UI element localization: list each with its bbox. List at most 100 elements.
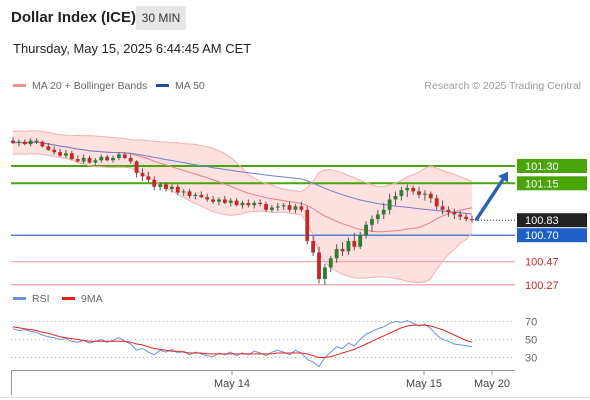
legend-ma50: MA 50 xyxy=(156,80,205,92)
candle xyxy=(370,215,374,232)
candle xyxy=(128,154,133,164)
bollinger-upper-line xyxy=(12,130,473,193)
candle xyxy=(270,205,274,213)
forecast-arrow-shaft xyxy=(474,178,505,222)
legend-9ma-label: 9MA xyxy=(81,293,103,305)
candlestick-series xyxy=(11,137,474,285)
candle xyxy=(399,186,404,201)
research-credit: Research © 2025 Trading Central xyxy=(424,80,581,92)
candle xyxy=(423,190,427,201)
candle xyxy=(440,200,445,215)
candle xyxy=(152,176,157,191)
candle xyxy=(140,168,145,181)
ma50-line xyxy=(12,141,473,215)
candle xyxy=(93,157,98,165)
candle xyxy=(217,197,221,206)
candle xyxy=(81,154,86,164)
candle xyxy=(16,139,21,147)
candle xyxy=(46,142,51,152)
candle xyxy=(328,255,333,273)
candle xyxy=(87,155,92,164)
rsi-level-label-30: 30 xyxy=(525,353,537,365)
ma20-swatch-icon xyxy=(13,83,26,87)
level-label-101-15: 101.15 xyxy=(525,178,559,190)
x-axis: May 14 May 15 May 20 xyxy=(0,370,590,398)
legend-ma50-label: MA 50 xyxy=(175,80,205,92)
last-price-label: 100.83 xyxy=(525,215,559,227)
candle xyxy=(99,154,104,163)
candle xyxy=(181,189,186,196)
candle xyxy=(393,191,398,206)
candle xyxy=(434,194,439,210)
candle xyxy=(228,198,233,207)
candle xyxy=(34,138,39,145)
candle xyxy=(11,137,15,145)
level-label-100-27: 100.27 xyxy=(525,280,559,292)
x-tick-label: May 20 xyxy=(474,378,510,390)
candle xyxy=(299,201,304,213)
candle xyxy=(346,237,351,255)
candle xyxy=(364,221,368,239)
candle xyxy=(381,202,386,220)
ma9-swatch-icon xyxy=(62,296,75,300)
rsi-swatch-icon xyxy=(13,296,26,300)
rsi-level-label-50: 50 xyxy=(525,335,537,347)
forecast-arrow xyxy=(474,171,509,222)
candle xyxy=(387,193,392,215)
price-labels: 100.83 xyxy=(475,213,587,228)
candle xyxy=(470,215,474,223)
candle xyxy=(40,140,45,148)
candle xyxy=(340,242,345,256)
candle xyxy=(193,192,198,200)
candle xyxy=(75,155,80,163)
candle xyxy=(334,244,339,263)
candle xyxy=(134,160,139,178)
candle xyxy=(28,138,33,147)
candle xyxy=(69,151,74,161)
candle xyxy=(428,191,433,203)
candle xyxy=(352,232,357,251)
candle xyxy=(258,199,263,207)
legend-ma20-label: MA 20 + Bollinger Bands xyxy=(32,80,148,92)
candle xyxy=(458,210,463,221)
datetime-stamp: Thursday, May 15, 2025 6:44:45 AM CET xyxy=(13,41,252,56)
candle xyxy=(146,171,151,183)
candle xyxy=(417,186,421,199)
level-box-101-15 xyxy=(517,176,587,191)
candle xyxy=(187,189,192,199)
rsi-9ma-line xyxy=(12,324,473,358)
candle xyxy=(158,182,163,191)
candle xyxy=(264,201,268,213)
legend-rsi: RSI xyxy=(13,293,50,305)
last-price-box xyxy=(517,213,587,228)
candle xyxy=(240,200,245,209)
candle xyxy=(446,206,451,217)
candle xyxy=(122,152,127,160)
level-label-101-30: 101.30 xyxy=(525,161,559,173)
candle xyxy=(169,184,174,193)
candle xyxy=(305,206,310,245)
instrument-title: Dollar Index (ICE) xyxy=(11,9,137,26)
level-label-100-47: 100.47 xyxy=(525,257,559,269)
forecast-arrow-head-icon xyxy=(498,171,509,183)
candle xyxy=(275,202,280,211)
candle xyxy=(22,139,27,146)
level-box-100-70 xyxy=(517,228,587,243)
moving-averages xyxy=(12,130,473,284)
timeframe-button[interactable]: 30 MIN xyxy=(136,6,186,30)
rsi-level-label-70: 70 xyxy=(525,317,537,329)
candle xyxy=(358,231,363,250)
level-label-100-70: 100.70 xyxy=(525,230,559,242)
candle xyxy=(164,182,168,192)
support-resistance-levels: 101.30 101.15 100.70 100.47 100.27 xyxy=(11,159,587,292)
level-box-101-30 xyxy=(517,159,587,174)
legend-rsi-label: RSI xyxy=(32,293,50,305)
candle xyxy=(222,195,227,205)
candle xyxy=(311,235,316,256)
candle xyxy=(293,204,298,214)
candle xyxy=(175,184,180,195)
candle xyxy=(322,264,327,285)
candle xyxy=(58,148,62,157)
candle xyxy=(117,152,121,161)
candle xyxy=(281,202,286,210)
